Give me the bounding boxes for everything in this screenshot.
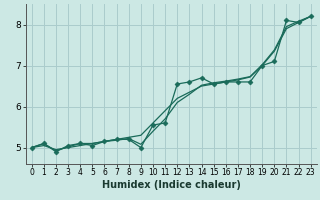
X-axis label: Humidex (Indice chaleur): Humidex (Indice chaleur): [102, 180, 241, 190]
